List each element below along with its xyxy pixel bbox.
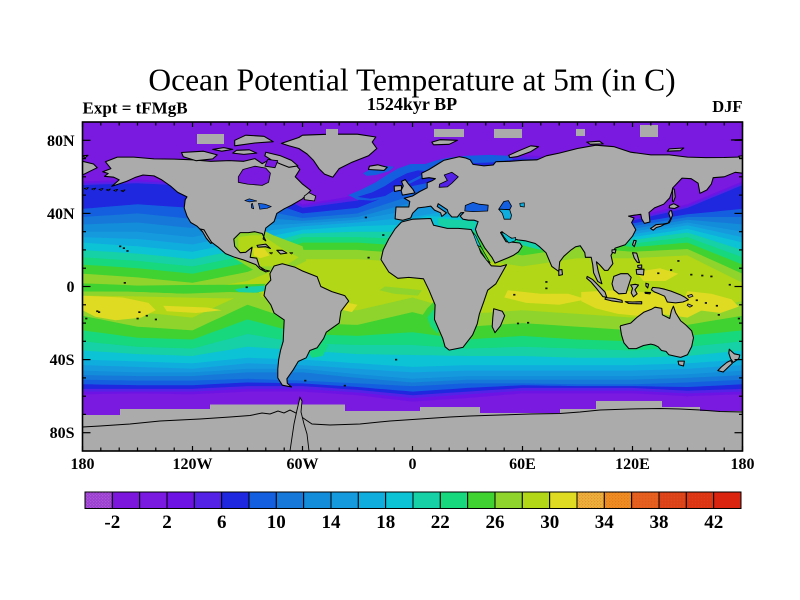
svg-text:DJF: DJF [712,97,742,116]
svg-text:42: 42 [704,512,723,533]
svg-text:Expt = tFMgB: Expt = tFMgB [83,99,188,118]
svg-text:14: 14 [322,512,342,533]
svg-text:120W: 120W [173,456,213,473]
svg-text:40S: 40S [50,352,75,369]
svg-text:10: 10 [267,512,286,533]
svg-text:1524kyr BP: 1524kyr BP [367,94,457,114]
svg-text:30: 30 [540,512,559,533]
svg-text:0: 0 [67,279,75,296]
svg-text:80N: 80N [47,133,75,150]
svg-text:120E: 120E [615,456,650,473]
svg-text:180: 180 [71,456,95,473]
svg-text:60W: 60W [287,456,319,473]
svg-text:60E: 60E [509,456,536,473]
svg-text:180: 180 [731,456,755,473]
svg-text:22: 22 [431,512,450,533]
svg-text:Ocean Potential Temperature at: Ocean Potential Temperature at 5m (in C) [148,63,675,98]
svg-text:2: 2 [162,512,172,533]
svg-text:38: 38 [650,512,669,533]
svg-text:0: 0 [409,456,417,473]
svg-text:18: 18 [376,512,395,533]
svg-text:40N: 40N [47,206,75,223]
svg-text:6: 6 [217,512,227,533]
svg-text:-2: -2 [104,512,120,533]
svg-text:80S: 80S [50,425,75,442]
svg-text:26: 26 [486,512,505,533]
svg-text:34: 34 [595,512,615,533]
